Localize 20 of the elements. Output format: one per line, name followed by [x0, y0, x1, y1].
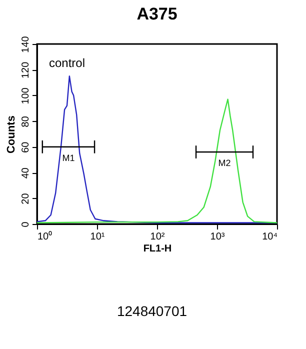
y-tick-label: 40 [20, 167, 32, 179]
text: 124840701 [116, 303, 188, 319]
y-tick-label: 20 [20, 192, 32, 204]
annotation: M1 [62, 152, 75, 163]
x-tick-label: 10² [150, 232, 166, 242]
y-tick-label: 80 [20, 116, 32, 128]
y-tick-label: 100 [20, 87, 32, 104]
x-tick-label: 10¹ [90, 232, 106, 242]
y-tick-label: 0 [20, 221, 32, 228]
y-tick-label: 60 [20, 141, 32, 153]
x-tick-label: 10⁴ [262, 232, 278, 242]
series-label: control [49, 56, 86, 70]
annotation: M2 [218, 158, 231, 168]
chart-title: A375 [136, 4, 178, 24]
y-tick-label: 120 [20, 61, 32, 79]
x-tick-label: 10³ [210, 232, 226, 242]
x-axis-title: FL1-H [143, 244, 172, 254]
y-tick-label: 140 [20, 36, 32, 53]
x-tick-label: 10⁰ [38, 230, 53, 242]
y-axis-title: Counts [6, 116, 18, 154]
